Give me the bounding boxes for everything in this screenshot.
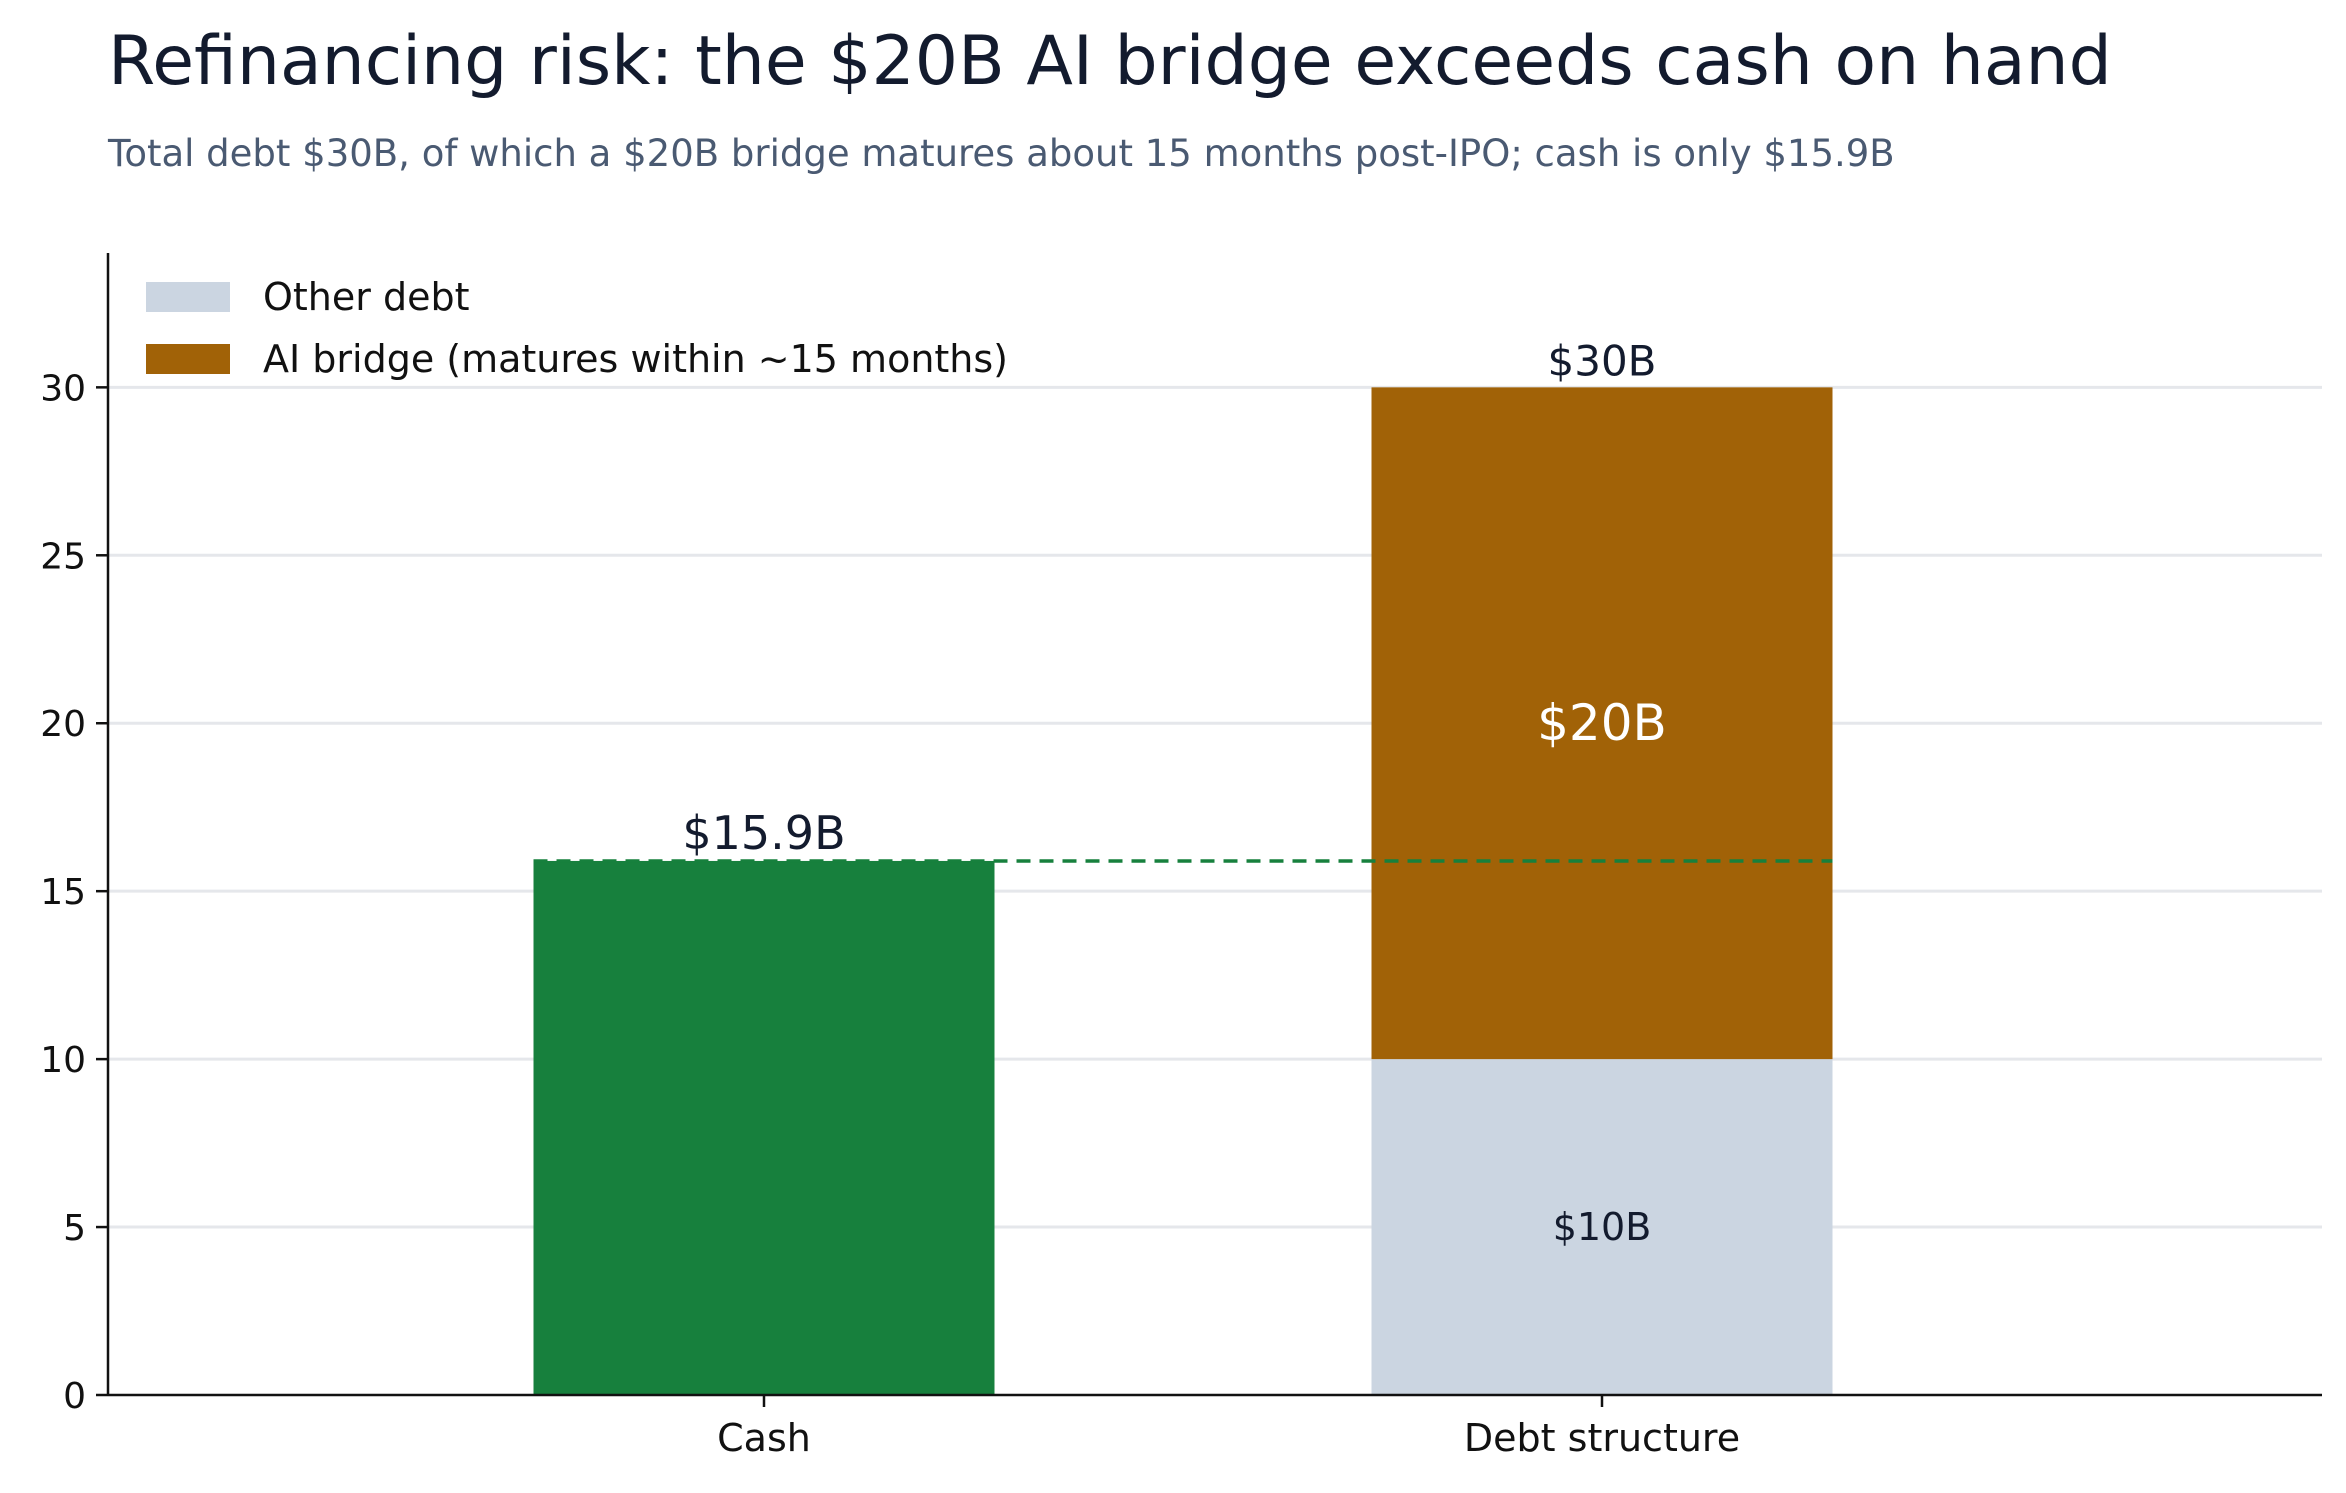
- y-tick-label-0: 0: [63, 1376, 86, 1417]
- y-tick-label-25: 25: [40, 536, 86, 577]
- y-tick-label-30: 30: [40, 368, 86, 409]
- legend-label-bridge: AI bridge (matures within ~15 months): [263, 337, 1008, 381]
- y-tick-label-10: 10: [40, 1040, 86, 1081]
- label-other-debt: $10B: [1553, 1205, 1652, 1249]
- legend-swatch-bridge: [146, 344, 230, 374]
- chart-subtitle: Total debt $30B, of which a $20B bridge …: [108, 132, 1895, 175]
- label-bridge: $20B: [1537, 694, 1667, 752]
- axes: 0 5 10 15 20 25 30 Cash Debt structure: [40, 253, 2322, 1460]
- bars: [533, 387, 1833, 1395]
- x-tick-label-0: Cash: [717, 1416, 811, 1460]
- y-tick-label-20: 20: [40, 704, 86, 745]
- bar-cash-0: [533, 860, 995, 1395]
- data-labels: $15.9B $10B $20B $30B: [682, 336, 1667, 1249]
- y-tick-label-15: 15: [40, 872, 86, 913]
- legend-swatch-other: [146, 282, 230, 312]
- legend-label-other: Other debt: [263, 275, 470, 319]
- legend: Other debt AI bridge (matures within ~15 …: [146, 275, 1008, 381]
- bar-bridge-1: [1371, 387, 1833, 1060]
- chart-title: Refinancing risk: the $20B AI bridge exc…: [108, 22, 2112, 101]
- label-total-debt: $30B: [1548, 336, 1657, 385]
- gridlines: [108, 385, 2322, 1229]
- y-tick-label-5: 5: [63, 1208, 86, 1249]
- x-tick-label-1: Debt structure: [1464, 1416, 1740, 1460]
- bar-other-1: [1371, 1059, 1833, 1395]
- label-cash: $15.9B: [682, 806, 845, 860]
